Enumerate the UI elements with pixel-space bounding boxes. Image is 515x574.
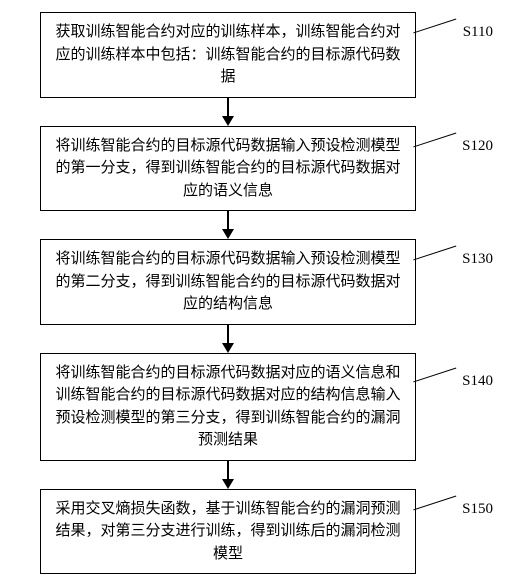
step-text: 将训练智能合约的目标源代码数据对应的语义信息和训练智能合约的目标源代码数据对应的… xyxy=(55,365,400,449)
step-row-s130: 将训练智能合约的目标源代码数据输入预设检测模型的第二分支，得到训练智能合约的目标… xyxy=(10,239,505,325)
arrow-head-icon xyxy=(222,116,234,126)
arrow-line xyxy=(227,98,229,116)
arrow-1 xyxy=(10,98,505,126)
arrow-line xyxy=(227,211,229,229)
step-box-s120: 将训练智能合约的目标源代码数据输入预设检测模型的第一分支，得到训练智能合约的目标… xyxy=(40,126,416,212)
connector-s110 xyxy=(413,19,461,50)
connector-s140 xyxy=(413,367,461,398)
step-label-s110: S110 xyxy=(463,24,493,41)
arrow-line xyxy=(227,325,229,343)
step-row-s140: 将训练智能合约的目标源代码数据对应的语义信息和训练智能合约的目标源代码数据对应的… xyxy=(10,353,505,461)
connector-s130 xyxy=(413,246,461,277)
connector-s120 xyxy=(413,132,461,163)
step-box-s140: 将训练智能合约的目标源代码数据对应的语义信息和训练智能合约的目标源代码数据对应的… xyxy=(40,353,416,461)
arrow-head-icon xyxy=(222,479,234,489)
step-row-s110: 获取训练智能合约对应的训练样本，训练智能合约对应的训练样本中包括：训练智能合约的… xyxy=(10,12,505,98)
step-label-s130: S130 xyxy=(462,251,493,268)
step-label-s150: S150 xyxy=(462,501,493,518)
step-row-s120: 将训练智能合约的目标源代码数据输入预设检测模型的第一分支，得到训练智能合约的目标… xyxy=(10,126,505,212)
step-text: 将训练智能合约的目标源代码数据输入预设检测模型的第一分支，得到训练智能合约的目标… xyxy=(55,138,400,199)
step-text: 将训练智能合约的目标源代码数据输入预设检测模型的第二分支，得到训练智能合约的目标… xyxy=(55,251,400,312)
arrow-3 xyxy=(10,325,505,353)
step-box-s130: 将训练智能合约的目标源代码数据输入预设检测模型的第二分支，得到训练智能合约的目标… xyxy=(40,239,416,325)
arrow-2 xyxy=(10,211,505,239)
step-box-s150: 采用交叉熵损失函数，基于训练智能合约的漏洞预测结果，对第三分支进行训练，得到训练… xyxy=(40,489,416,574)
step-box-s110: 获取训练智能合约对应的训练样本，训练智能合约对应的训练样本中包括：训练智能合约的… xyxy=(40,12,416,98)
step-label-s120: S120 xyxy=(462,138,493,155)
step-text: 采用交叉熵损失函数，基于训练智能合约的漏洞预测结果，对第三分支进行训练，得到训练… xyxy=(55,501,400,562)
arrow-4 xyxy=(10,461,505,489)
connector-s150 xyxy=(413,495,461,526)
step-row-s150: 采用交叉熵损失函数，基于训练智能合约的漏洞预测结果，对第三分支进行训练，得到训练… xyxy=(10,489,505,574)
step-label-s140: S140 xyxy=(462,373,493,390)
arrow-line xyxy=(227,461,229,479)
arrow-head-icon xyxy=(222,229,234,239)
flowchart-container: 获取训练智能合约对应的训练样本，训练智能合约对应的训练样本中包括：训练智能合约的… xyxy=(10,12,505,574)
arrow-head-icon xyxy=(222,343,234,353)
step-text: 获取训练智能合约对应的训练样本，训练智能合约对应的训练样本中包括：训练智能合约的… xyxy=(55,24,400,85)
